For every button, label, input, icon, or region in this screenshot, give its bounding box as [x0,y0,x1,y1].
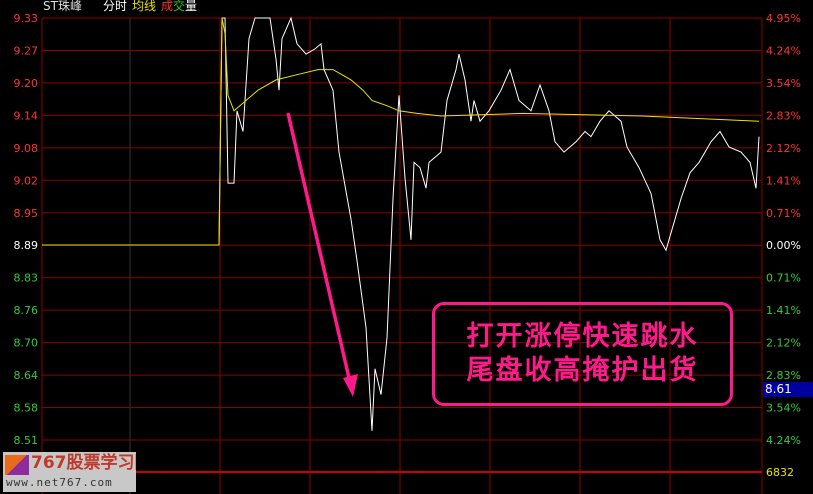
tab-volume-part: 交 [173,0,186,13]
tab-volume[interactable]: 成交量 [161,0,197,13]
left-tick-label: 8.76 [14,304,39,317]
right-tick-label: 0.00% [766,239,801,252]
price-line [42,16,760,431]
left-tick-label: 9.27 [14,44,39,57]
left-tick-label: 9.14 [14,109,39,122]
right-tick-label: 0.71% [766,207,801,220]
right-tick-label: 4.24% [766,44,801,57]
right-tick-label: 2.12% [766,337,801,350]
annotation-box: 打开涨停快速跳水 尾盘收高掩护出货 [432,302,733,406]
left-tick-label: 8.89 [14,239,39,252]
left-tick-label: 8.70 [14,337,39,350]
right-tick-label: 3.54% [766,77,801,90]
right-tick-label: 2.83% [766,369,801,382]
tab-volume-part: 量 [185,0,198,13]
left-tick-label: 8.51 [14,434,39,447]
left-tick-label: 9.02 [14,174,39,187]
right-tick-label: 0.71% [766,272,801,285]
stock-name: ST珠峰 [43,0,82,13]
right-tick-label: 3.54% [766,402,801,415]
arrow-head-icon [343,374,358,397]
left-tick-label: 9.33 [14,12,39,25]
tab-avg[interactable]: 均线 [132,0,157,13]
tab-time[interactable]: 分时 [103,0,128,13]
right-tick-label: 1.41% [766,304,801,317]
watermark-title: 767股票学习网 [31,453,136,473]
left-tick-label: 9.08 [14,142,39,155]
left-tick-label: 8.95 [14,207,39,220]
tab-volume-part: 成 [161,0,174,13]
right-tick-label: 2.83% [766,109,801,122]
logo-chart-icon [5,455,29,475]
volume-label: 6832 [766,466,794,479]
right-tick-label: 4.95% [766,12,801,25]
left-tick-label: 9.20 [14,77,39,90]
left-tick-label: 8.58 [14,402,39,415]
left-tick-label: 8.64 [14,369,39,382]
annotation-line-2: 尾盘收高掩护出货 [466,355,699,386]
right-tick-label: 1.41% [766,174,801,187]
current-price-tag: 8.61 [763,382,813,397]
avg-price-line [42,17,760,246]
annotation-line-1: 打开涨停快速跳水 [466,321,699,352]
left-tick-label: 8.83 [14,272,39,285]
annotation-arrow [286,112,351,379]
watermark-logo: 767股票学习网 www.net767.com [3,452,136,492]
watermark-url: www.net767.com [6,476,113,489]
right-tick-label: 2.12% [766,142,801,155]
right-tick-label: 4.24% [766,434,801,447]
